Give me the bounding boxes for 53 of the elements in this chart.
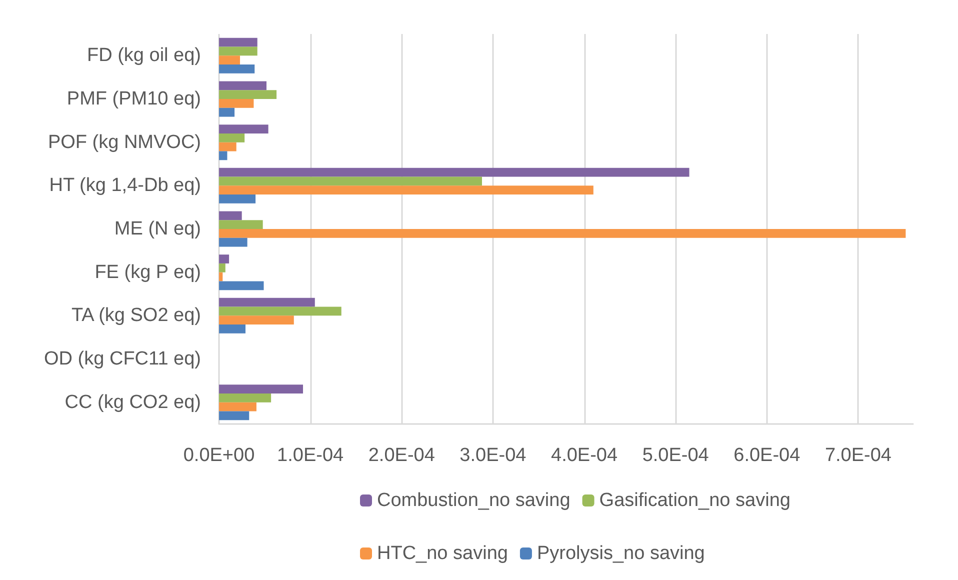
bar	[219, 38, 258, 47]
legend-label: HTC_no saving	[377, 543, 508, 564]
x-tick-label: 6.0E-04	[734, 445, 801, 466]
x-tick-label: 4.0E-04	[550, 445, 618, 466]
y-tick-label: FE (kg P eq)	[94, 262, 201, 283]
legend-label: Gasification_no saving	[599, 490, 790, 511]
bar	[219, 64, 255, 74]
y-tick-label: FD (kg oil eq)	[86, 45, 201, 66]
x-tick-label: 2.0E-04	[368, 445, 436, 466]
bar	[219, 56, 240, 65]
bar	[219, 194, 256, 204]
bar	[219, 186, 594, 195]
bar	[219, 263, 226, 272]
bar	[219, 229, 906, 238]
bar	[219, 81, 266, 90]
bar	[219, 108, 235, 117]
bar	[219, 211, 242, 220]
bar	[219, 168, 690, 177]
x-tick-label: 3.0E-04	[460, 445, 527, 466]
bar	[219, 306, 342, 316]
bar	[219, 90, 277, 99]
bar	[219, 151, 228, 160]
bar	[219, 220, 263, 229]
y-tick-label: ME (N eq)	[114, 218, 201, 240]
x-tick-label: 0.0E+00	[183, 445, 255, 466]
bar	[219, 324, 246, 334]
bar	[219, 124, 268, 134]
y-tick-label: HT (kg 1,4-Db eq)	[49, 175, 201, 196]
y-tick-label: CC (kg CO2 eq)	[64, 392, 201, 413]
x-tick-label: 5.0E-04	[642, 445, 710, 466]
y-tick-label: TA (kg SO2 eq)	[71, 305, 201, 326]
bar	[219, 176, 482, 186]
bar	[219, 142, 236, 152]
x-tick-label: 7.0E-04	[824, 445, 892, 466]
y-tick-label: PMF (PM10 eq)	[66, 88, 201, 110]
bar	[219, 99, 254, 108]
bar	[219, 393, 272, 402]
bar	[219, 254, 230, 264]
x-tick-label: 1.0E-04	[277, 445, 344, 466]
legend-label: Pyrolysis_no saving	[536, 543, 705, 564]
bar	[219, 298, 315, 307]
bar	[219, 238, 248, 247]
legend-label: Combustion_no saving	[377, 490, 570, 511]
bar	[219, 402, 256, 412]
bar	[219, 133, 245, 142]
bar	[219, 316, 294, 325]
bar	[219, 272, 223, 282]
bar	[219, 46, 258, 56]
bar	[219, 384, 304, 394]
y-tick-label: POF (kg NMVOC)	[48, 132, 201, 153]
bar	[219, 281, 264, 290]
y-tick-label: OD (kg CFC11 eq)	[44, 348, 201, 370]
bar	[219, 411, 250, 420]
